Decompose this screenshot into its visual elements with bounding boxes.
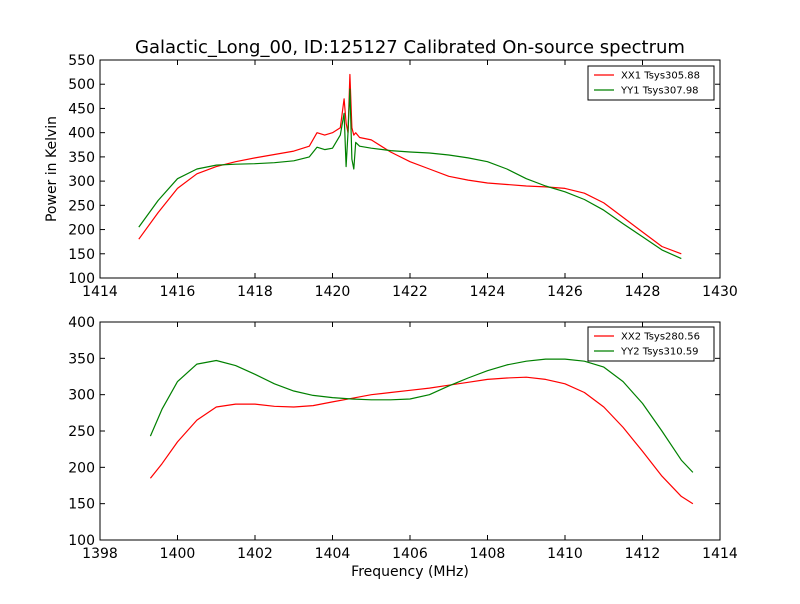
y-tick-label: 300 — [68, 388, 95, 404]
x-tick-label: 1420 — [315, 284, 351, 300]
y-tick-label: 250 — [68, 198, 95, 214]
series-line-1 — [138, 73, 682, 255]
x-tick-label: 1404 — [315, 546, 351, 562]
bottom-panel: 1398 1400 1402 1404 1406 1408 1410 1412 1414 100 1… — [68, 315, 738, 580]
x-axis-label: Frequency (MHz) — [351, 564, 469, 580]
legend-entry: XX1 Tsys305.88 — [621, 71, 700, 82]
legend: XX1 Tsys305.88 YY1 Tsys307.98 — [587, 65, 715, 101]
y-tick-label: 350 — [68, 351, 95, 367]
x-tick-label: 1414 — [702, 546, 738, 562]
legend-entry: YY2 Tsys310.59 — [620, 347, 699, 358]
x-tick-label: 1412 — [625, 546, 661, 562]
x-tick-label: 1414 — [82, 284, 118, 300]
y-tick-label: 200 — [68, 460, 95, 476]
legend-entry: XX2 Tsys280.56 — [621, 332, 700, 343]
y-tick-label: 400 — [68, 315, 95, 331]
y-tick-label: 350 — [68, 150, 95, 166]
x-tick-label: 1400 — [160, 546, 196, 562]
x-tick-label: 1424 — [470, 284, 506, 300]
y-tick-label: 500 — [68, 77, 95, 93]
y-tick-label: 300 — [68, 174, 95, 190]
y-tick-label: 200 — [68, 223, 95, 239]
x-tick-label: 1418 — [237, 284, 273, 300]
x-tick-label: 1398 — [82, 546, 118, 562]
x-tick-label: 1406 — [392, 546, 428, 562]
x-tick-label: 1408 — [470, 546, 506, 562]
series-line-2 — [149, 358, 694, 473]
top-panel: 1414 1416 1418 1420 1422 1424 1426 1428 1430 100 1… — [44, 53, 738, 300]
chart-title: Galactic_Long_00, ID:125127 Calibrated O… — [135, 37, 685, 58]
y-tick-label: 250 — [68, 424, 95, 440]
x-tick-label: 1416 — [160, 284, 196, 300]
legend-box — [587, 326, 715, 362]
legend-entry: YY1 Tsys307.98 — [620, 86, 699, 97]
y-tick-label: 400 — [68, 126, 95, 142]
series-line-2 — [138, 88, 682, 260]
y-tick-label: 450 — [68, 101, 95, 117]
legend: XX2 Tsys280.56 YY2 Tsys310.59 — [587, 326, 715, 362]
x-tick-label: 1426 — [547, 284, 583, 300]
x-tick-label: 1428 — [625, 284, 661, 300]
x-tick-label: 1410 — [547, 546, 583, 562]
x-tick-label: 1402 — [237, 546, 273, 562]
y-tick-label: 150 — [68, 247, 95, 263]
series-line-1 — [149, 376, 694, 505]
y-tick-label: 100 — [68, 271, 95, 287]
y-axis-label: Power in Kelvin — [44, 116, 60, 222]
x-tick-label: 1422 — [392, 284, 428, 300]
y-tick-label: 150 — [68, 497, 95, 513]
x-tick-label: 1430 — [702, 284, 738, 300]
y-tick-label: 100 — [68, 533, 95, 549]
legend-box — [587, 65, 715, 101]
y-tick-label: 550 — [68, 53, 95, 69]
